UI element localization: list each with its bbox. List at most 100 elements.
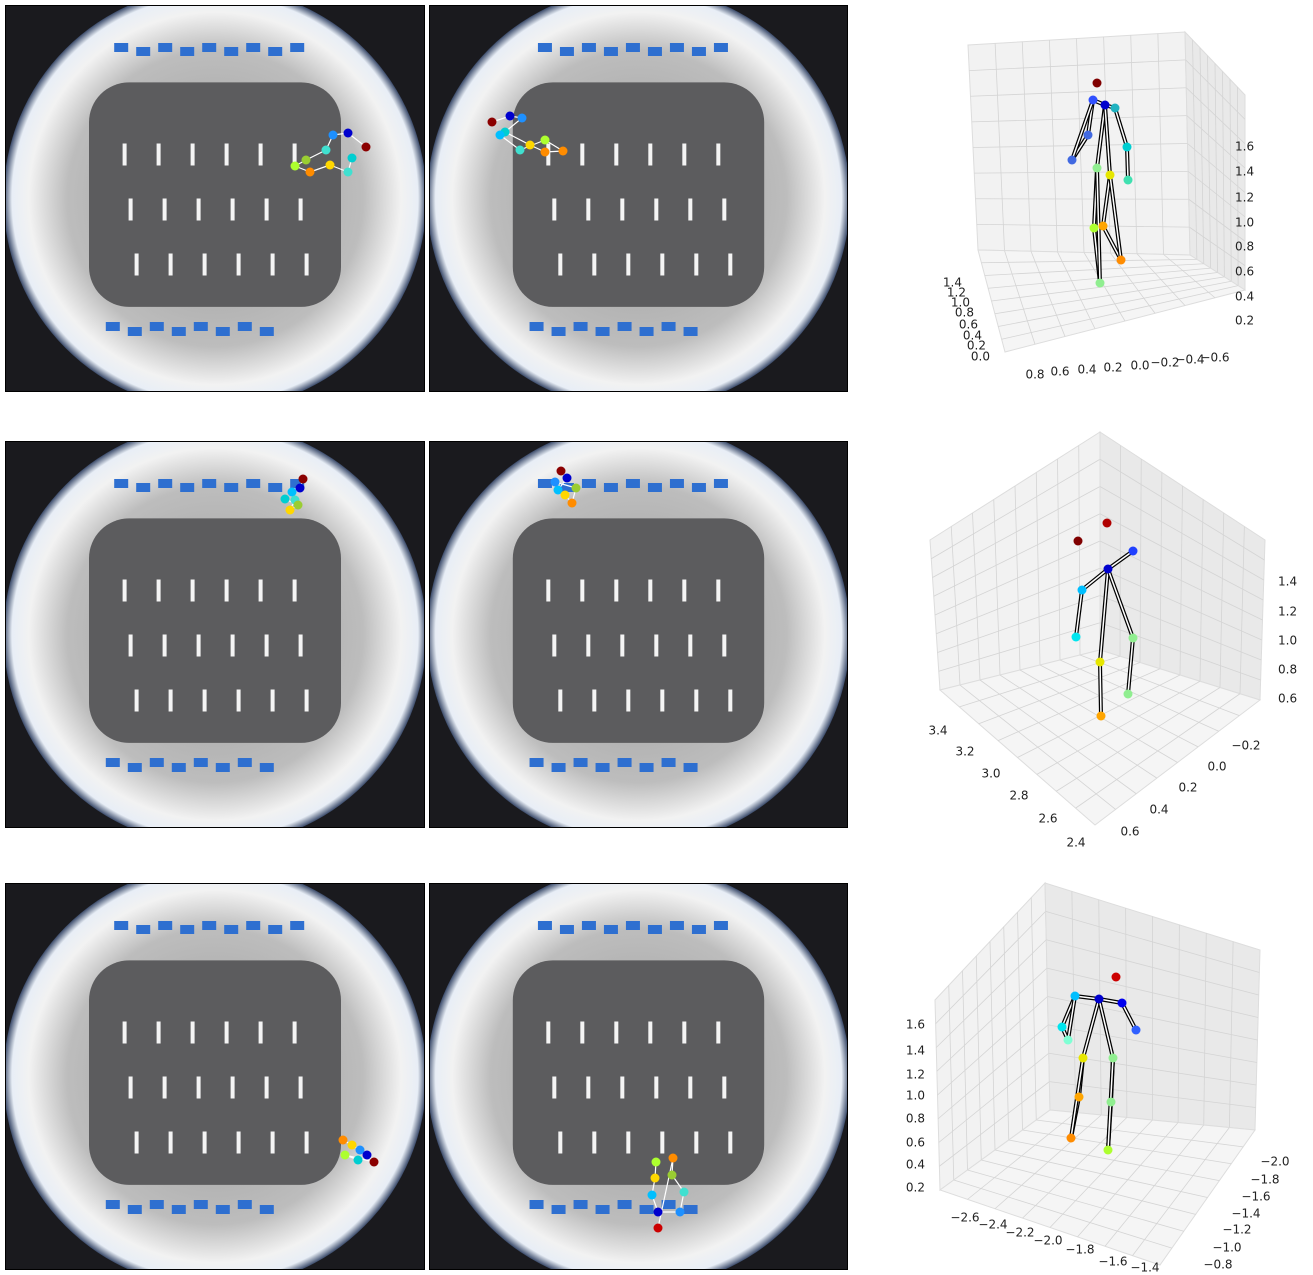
shelf-bin [216, 763, 230, 772]
camera-image [427, 0, 850, 410]
z-tick-label: 0.2 [906, 1181, 925, 1195]
shelf-bin [172, 1205, 186, 1214]
joint [1124, 176, 1133, 185]
light [197, 1077, 201, 1099]
light [237, 1132, 241, 1154]
keypoint [654, 1208, 663, 1217]
y-tick-label: −2.6 [950, 1211, 979, 1225]
shelf-bin [260, 327, 274, 336]
shelf-bin [530, 322, 544, 331]
bone [1100, 662, 1101, 716]
light [169, 254, 173, 276]
keypoint [291, 162, 300, 171]
shelf-bin [246, 479, 260, 488]
keypoint [551, 478, 560, 487]
joint [1090, 224, 1099, 233]
shelf-bin [626, 43, 640, 52]
light [722, 1077, 726, 1099]
light [580, 144, 584, 166]
shelf-bin [692, 925, 706, 934]
keypoint [654, 1224, 663, 1233]
shelf-bin [268, 47, 282, 56]
shelf-bin [538, 921, 552, 930]
z-tick-label: 0.6 [1235, 265, 1254, 279]
floor [89, 82, 341, 306]
joint [1099, 222, 1108, 231]
shelf-bin [202, 921, 216, 930]
x-tick-label: 0.8 [1025, 368, 1044, 382]
light [546, 1022, 550, 1044]
light [654, 1077, 658, 1099]
keypoint [652, 1158, 661, 1167]
shelf-bin [670, 479, 684, 488]
joint [1109, 1054, 1118, 1063]
shelf-bin [172, 327, 186, 336]
light [163, 199, 167, 221]
light [197, 635, 201, 657]
light [305, 1132, 309, 1154]
light [129, 635, 133, 657]
keypoint [526, 141, 535, 150]
light [592, 690, 596, 712]
shelf-bin [648, 47, 662, 56]
keypoint [362, 143, 371, 152]
light [265, 635, 269, 657]
shelf-bin [180, 47, 194, 56]
light [225, 144, 229, 166]
light [191, 144, 195, 166]
x-tick-label: −1.4 [1231, 1207, 1260, 1221]
shelf-bin [290, 43, 304, 52]
light [259, 1022, 263, 1044]
y-tick-label: 2.6 [1038, 812, 1057, 826]
floor [513, 518, 764, 742]
shelf-bin [136, 483, 150, 492]
light [614, 580, 618, 602]
light [259, 144, 263, 166]
shelf-bin [714, 479, 728, 488]
z-tick-label: 1.2 [1235, 191, 1254, 205]
z-tick-label: 0.4 [1235, 290, 1254, 304]
light [626, 690, 630, 712]
keypoint [281, 495, 290, 504]
joint [1075, 1093, 1084, 1102]
axis-pane [978, 250, 1245, 352]
shelf-bin [626, 921, 640, 930]
light [299, 199, 303, 221]
light [231, 635, 235, 657]
joint [1101, 101, 1110, 110]
shelf-bin [714, 43, 728, 52]
shelf-bin [136, 47, 150, 56]
z-tick-label: 0.6 [1278, 692, 1297, 706]
joint [1107, 1098, 1116, 1107]
keypoint [518, 114, 527, 123]
shelf-bin [224, 47, 238, 56]
light [654, 635, 658, 657]
shelf-bin [216, 327, 230, 336]
joint [1089, 96, 1098, 105]
axis-pane [930, 432, 1100, 690]
shelf-bin [560, 47, 574, 56]
shelf-bin [180, 483, 194, 492]
light [694, 254, 698, 276]
joint [1129, 547, 1138, 556]
joint [1093, 164, 1102, 173]
shelf-bin [670, 921, 684, 930]
keypoint [561, 491, 570, 500]
light [688, 635, 692, 657]
keypoint [354, 1156, 363, 1165]
shelf-bin [106, 758, 120, 767]
shelf-bin [574, 1200, 588, 1209]
shelf-bin [202, 479, 216, 488]
shelf-bin [172, 763, 186, 772]
x-tick-label: 0.0 [1207, 760, 1226, 774]
light [728, 254, 732, 276]
shelf-bin [180, 925, 194, 934]
shelf-bin [224, 925, 238, 934]
light [586, 635, 590, 657]
y-tick-label: −2.2 [1005, 1226, 1034, 1240]
light [259, 580, 263, 602]
floor [513, 960, 764, 1184]
keypoint [344, 129, 353, 138]
joint [1079, 1054, 1088, 1063]
y-tick-label: −2.0 [1033, 1234, 1062, 1248]
